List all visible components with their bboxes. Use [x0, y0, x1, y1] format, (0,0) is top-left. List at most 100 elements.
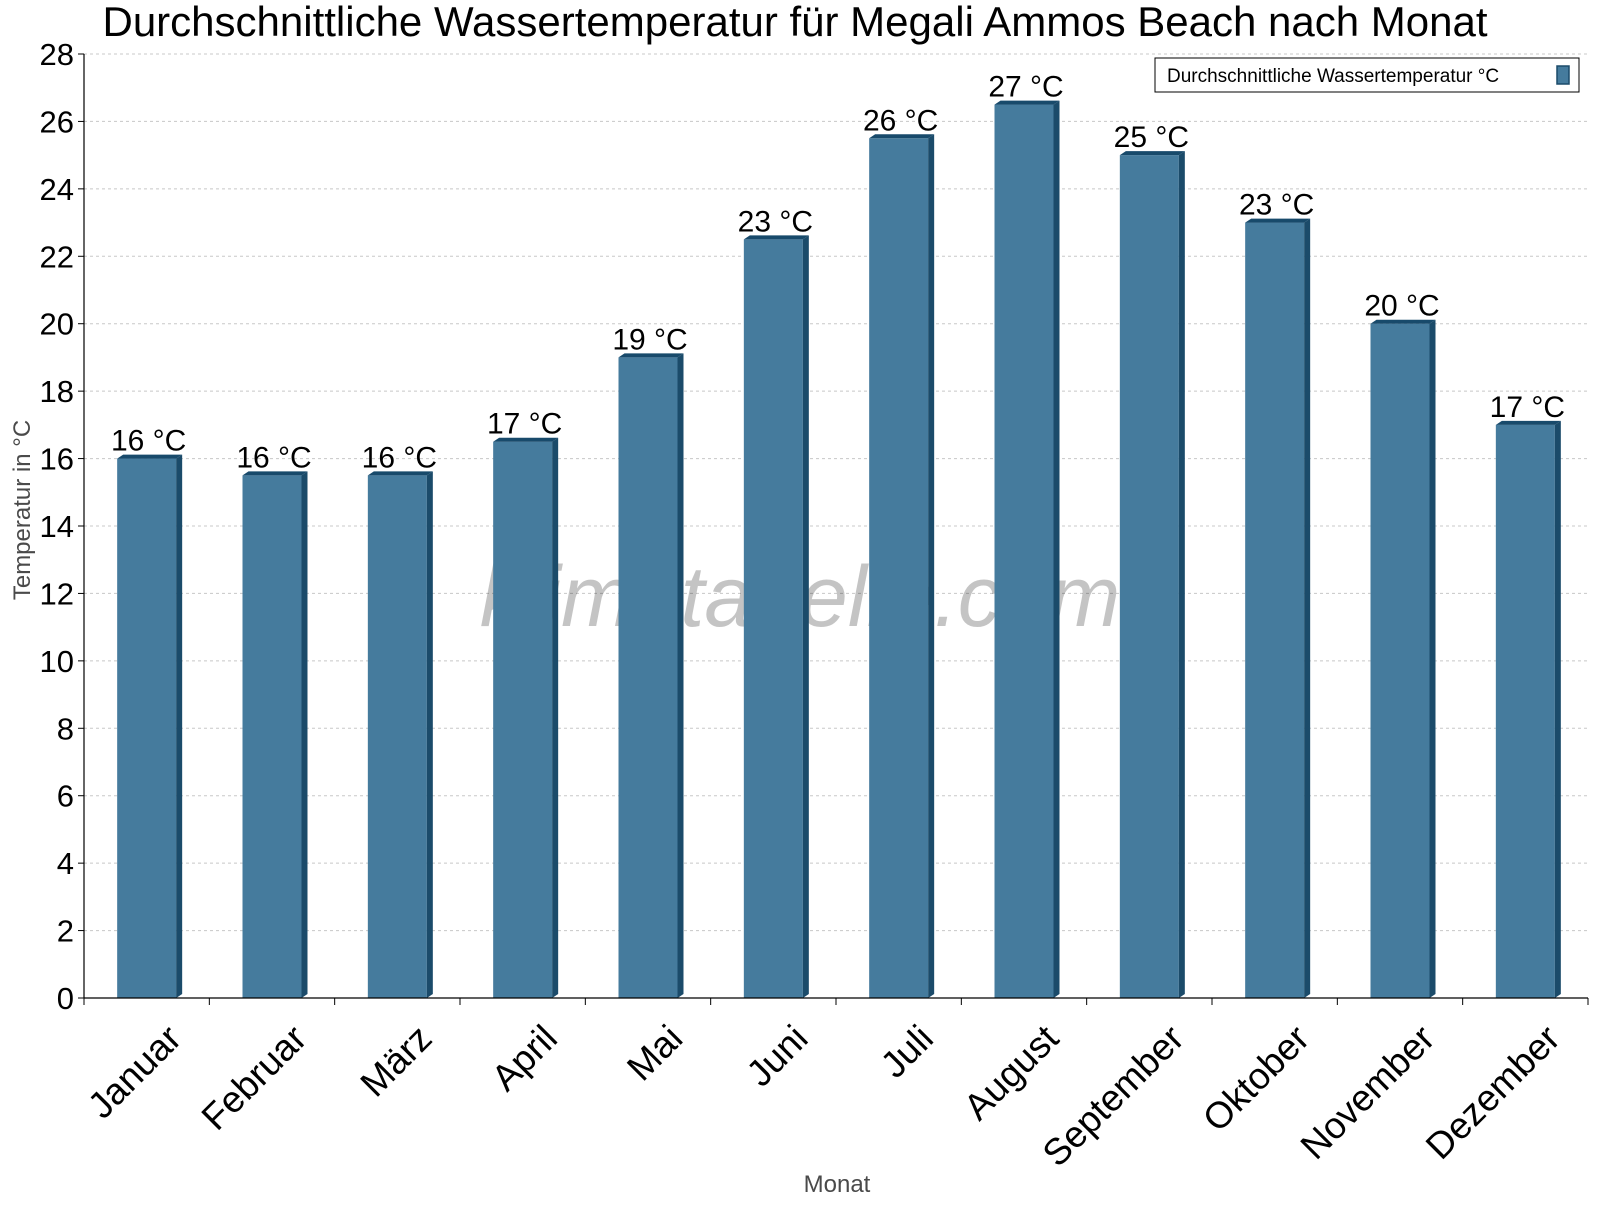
bar-top — [1245, 218, 1311, 223]
bar — [1370, 319, 1436, 998]
x-tick-label: Juni — [739, 1017, 816, 1094]
y-tick-label: 26 — [40, 104, 74, 139]
bar-side — [176, 454, 183, 999]
data-label: 26 °C — [863, 104, 938, 137]
data-label: 16 °C — [236, 441, 311, 474]
x-tick-label: August — [956, 1017, 1067, 1128]
bar-side — [677, 353, 684, 998]
bar-top — [1119, 151, 1185, 156]
chart-title: Durchschnittliche Wassertemperatur für M… — [102, 0, 1487, 45]
axes — [78, 53, 1589, 1005]
bar — [367, 471, 433, 998]
x-tick-label: Dezember — [1418, 1017, 1568, 1167]
bar-front — [1245, 222, 1305, 999]
legend-swatch — [1556, 65, 1570, 85]
bar-front — [869, 138, 929, 999]
legend: Durchschnittliche Wassertemperatur °C — [1154, 57, 1580, 93]
bars — [117, 100, 1561, 999]
bar-side — [552, 437, 559, 998]
y-tick-label: 12 — [40, 576, 74, 611]
data-label: 25 °C — [1114, 121, 1189, 154]
data-label: 17 °C — [1490, 391, 1565, 424]
y-tick-label: 0 — [57, 981, 74, 1016]
bar — [493, 437, 559, 998]
legend-label: Durchschnittliche Wassertemperatur °C — [1167, 66, 1499, 87]
bar-top — [743, 235, 809, 240]
y-tick-label: 20 — [40, 307, 74, 342]
data-label: 23 °C — [1239, 189, 1314, 222]
bar-front — [994, 104, 1054, 999]
y-tick-label: 18 — [40, 374, 74, 409]
bar — [1495, 420, 1561, 998]
y-tick-label: 10 — [40, 644, 74, 679]
bar-side — [1053, 100, 1060, 999]
bar-front — [242, 475, 302, 998]
data-label: 23 °C — [738, 205, 813, 238]
bar — [117, 454, 183, 999]
bar-front — [493, 441, 553, 998]
x-tick-label: Juli — [873, 1017, 941, 1085]
bar-front — [743, 239, 803, 998]
x-tick-label: April — [484, 1017, 565, 1098]
bar-top — [117, 454, 183, 459]
bar-front — [367, 475, 427, 998]
y-tick-label: 6 — [57, 779, 74, 814]
y-tick-label: 24 — [40, 172, 74, 207]
bar-side — [1178, 151, 1185, 999]
bar — [242, 471, 308, 998]
bar — [743, 235, 809, 998]
legend-box — [1154, 57, 1580, 93]
data-labels: 16 °C 16 °C 16 °C 17 °C 19 °C 23 °C 26 °C 27 °C… — [111, 71, 1565, 475]
x-axis-title: Monat — [804, 1171, 871, 1198]
bar — [1119, 151, 1185, 999]
bar-side — [1429, 319, 1436, 998]
bar — [1245, 218, 1311, 999]
data-label: 16 °C — [362, 441, 437, 474]
bar-side — [802, 235, 809, 998]
bar-side — [928, 134, 935, 999]
bar — [618, 353, 684, 998]
bar — [994, 100, 1060, 999]
x-tick-labels: Januar Februar März April Mai Juni Juli AugustS… — [80, 1017, 1568, 1174]
bar-side — [301, 471, 308, 998]
bar-top — [367, 471, 433, 476]
y-tick-label: 16 — [40, 442, 74, 477]
x-tick-label: Januar — [80, 1017, 189, 1126]
bar — [869, 134, 935, 999]
bar-top — [493, 437, 559, 442]
bar-top — [242, 471, 308, 476]
bar-side — [1554, 420, 1561, 998]
bar-front — [1370, 323, 1430, 998]
bar-top — [1495, 420, 1561, 425]
y-tick-label: 14 — [40, 509, 74, 544]
x-tick-label: März — [353, 1017, 440, 1104]
bar-top — [994, 100, 1060, 105]
data-label: 16 °C — [111, 425, 186, 458]
bar-front — [1119, 155, 1179, 999]
bar-top — [1370, 319, 1436, 324]
y-tick-label: 22 — [40, 239, 74, 274]
gridlines — [84, 53, 1588, 932]
x-tick-label: Mai — [619, 1017, 690, 1088]
bar-side — [426, 471, 433, 998]
y-tick-label: 28 — [40, 37, 74, 72]
data-label: 17 °C — [487, 408, 562, 441]
bar-front — [1495, 424, 1555, 998]
data-label: 19 °C — [612, 323, 687, 356]
bar-top — [618, 353, 684, 358]
y-tick-label: 2 — [57, 914, 74, 949]
y-tick-label: 8 — [57, 711, 74, 746]
x-tick-label: Februar — [194, 1017, 315, 1138]
bar-front — [117, 458, 177, 999]
x-tick-label: Oktober — [1195, 1017, 1317, 1139]
data-label: 27 °C — [988, 71, 1063, 104]
y-axis-title: Temperatur in °C — [9, 420, 36, 600]
y-tick-label: 4 — [57, 846, 74, 881]
data-label: 20 °C — [1364, 290, 1439, 323]
x-tick-label: November — [1293, 1017, 1443, 1167]
bar-front — [618, 357, 678, 998]
bar-top — [869, 134, 935, 139]
